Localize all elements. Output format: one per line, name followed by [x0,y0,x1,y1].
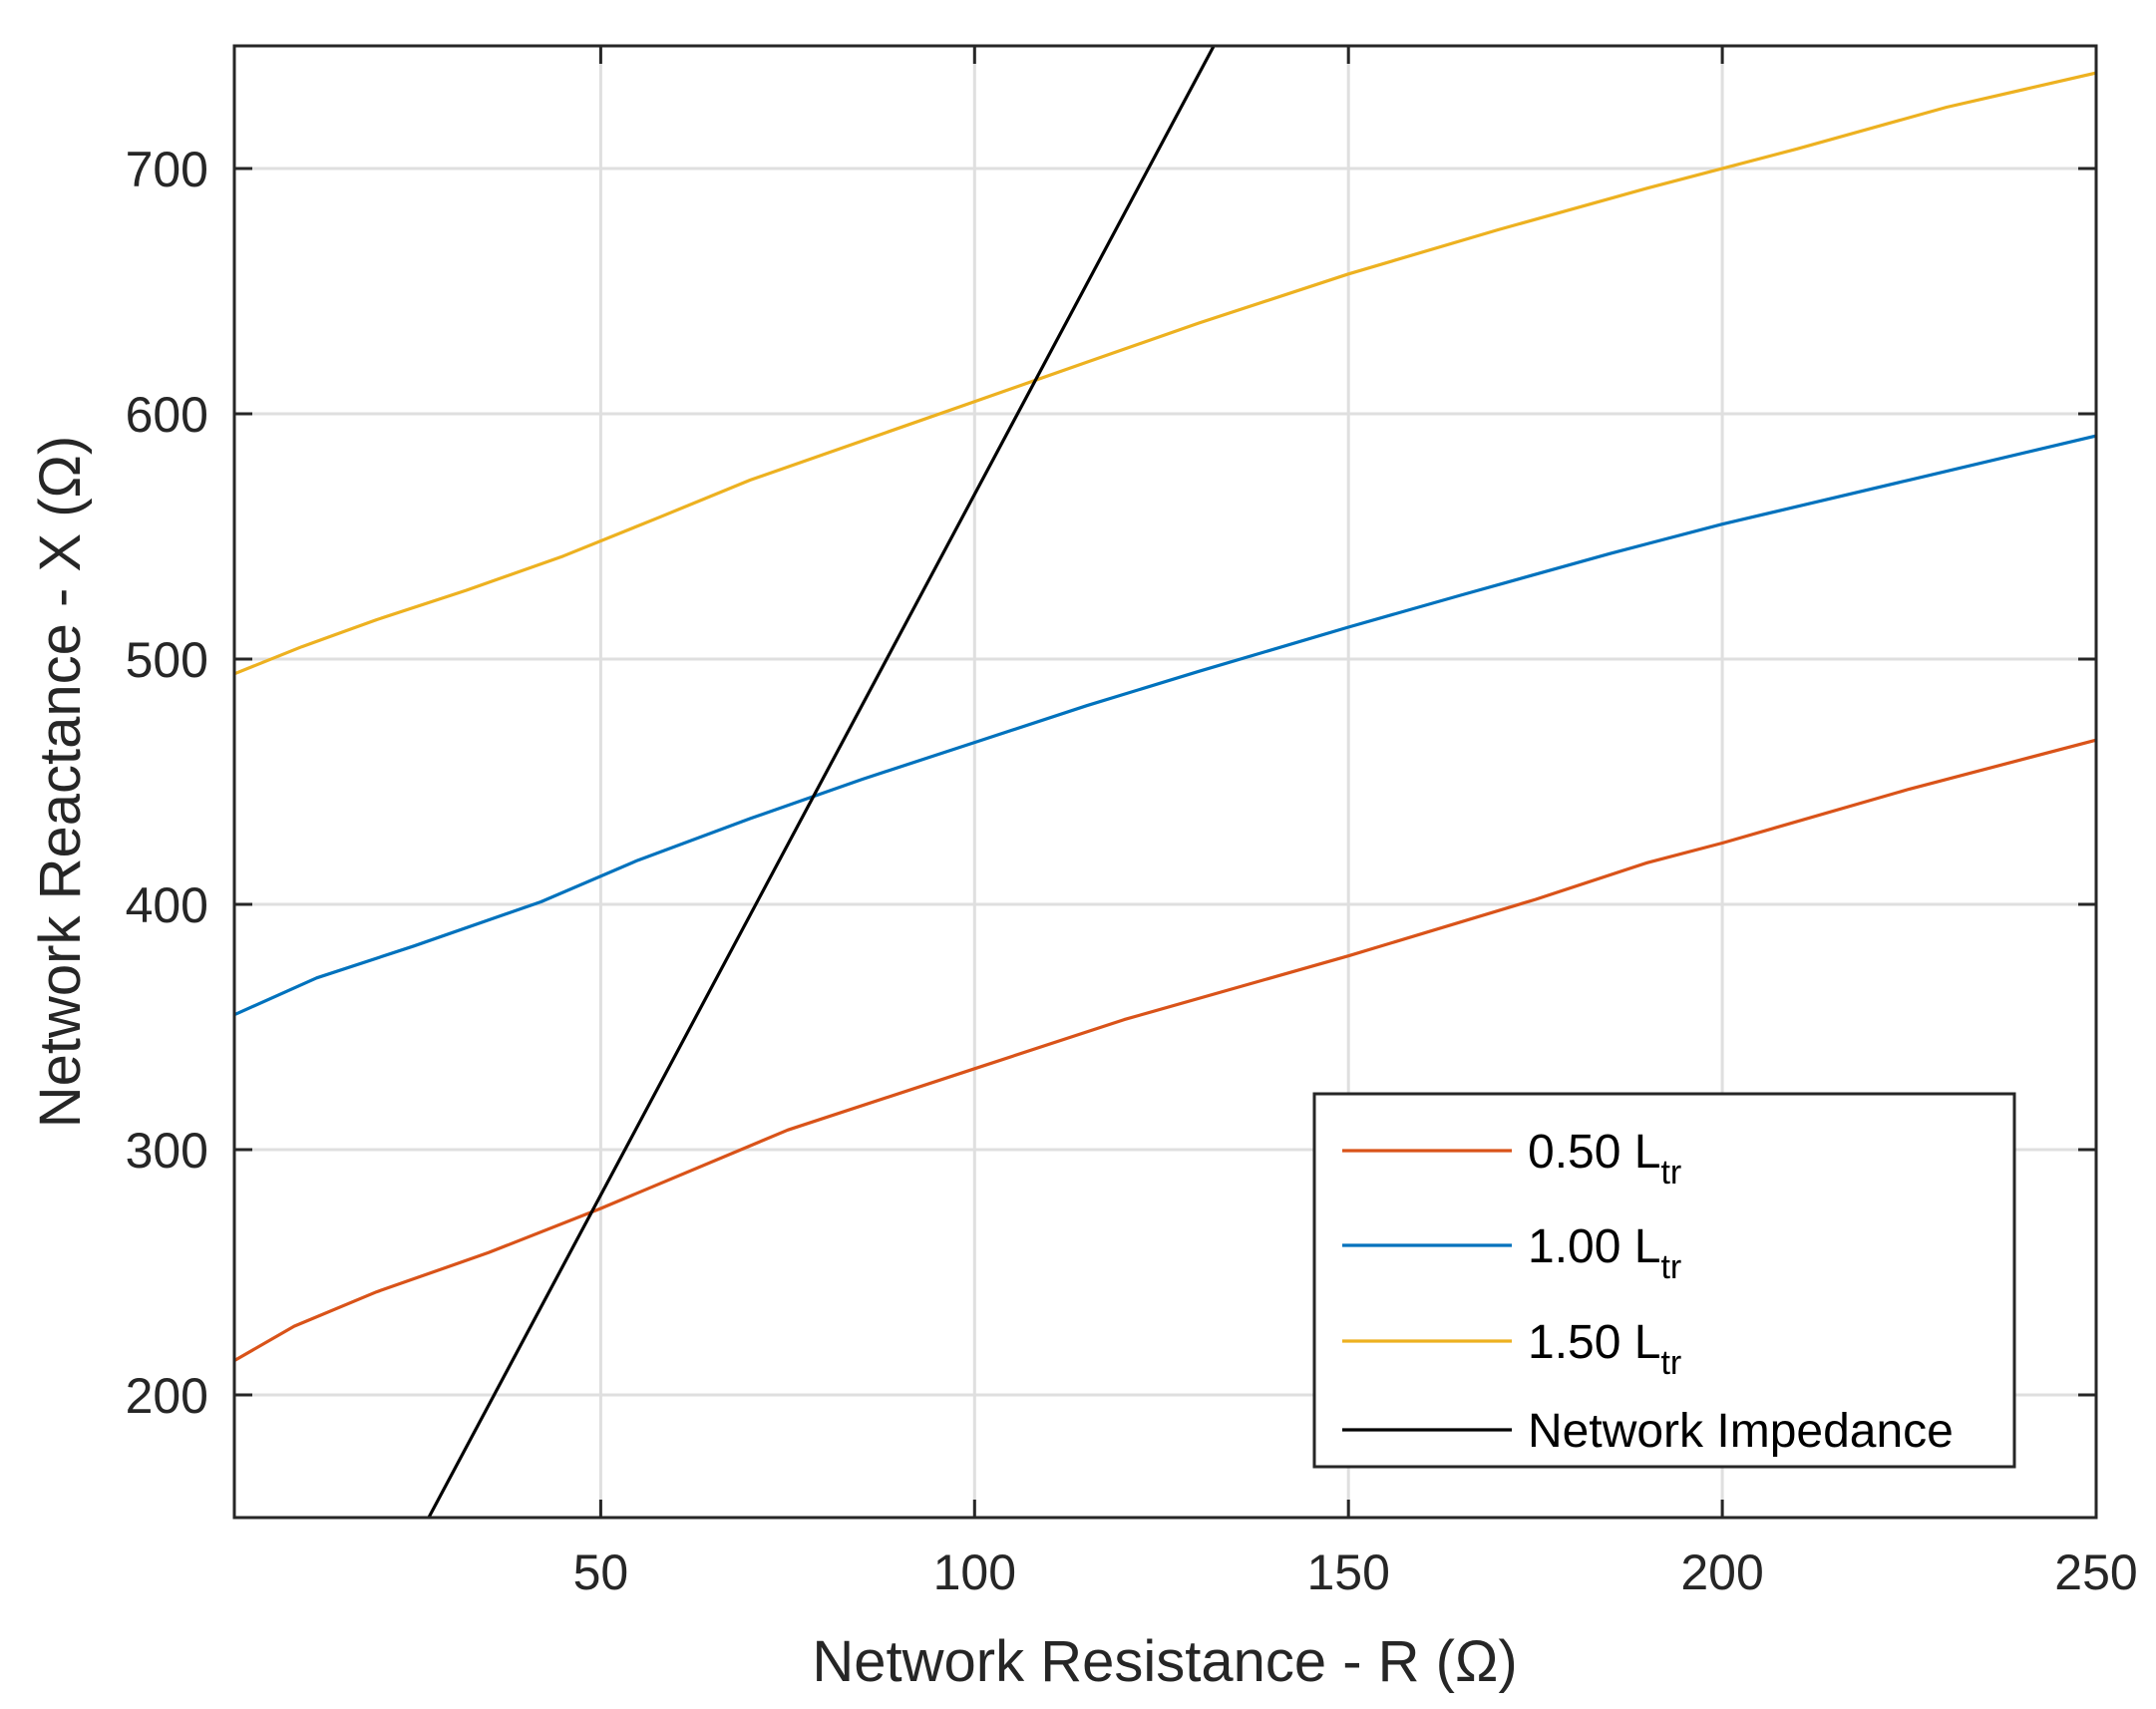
y-tick-label: 700 [126,142,208,197]
y-tick-label: 400 [126,877,208,933]
legend-label-main: 1.50 L [1528,1316,1660,1369]
x-axis-title: Network Resistance - R (Ω) [812,1629,1517,1694]
legend-label-1: 1.00 Ltr [1528,1220,1681,1286]
x-tick-label: 150 [1306,1544,1389,1600]
series-lines [234,46,2096,1518]
legend-label-subscript: tr [1660,1248,1681,1286]
legend-label-main: 0.50 L [1528,1126,1660,1179]
series-line-0 [234,738,2096,1362]
legend-label-subscript: tr [1660,1154,1681,1192]
legend-label-subscript: tr [1660,1344,1681,1382]
plot-area-frame [232,44,2098,1520]
legend-label-3: Network Impedance [1528,1405,1954,1458]
grid [234,46,2098,1518]
y-axis-title: Network Reactance - X (Ω) [28,436,93,1128]
x-tick-label: 100 [933,1544,1016,1600]
series-line-3 [427,46,1216,1518]
y-tick-label: 200 [126,1368,208,1424]
series-line-2 [234,71,2096,676]
x-tick-label: 50 [573,1544,629,1600]
series-line-1 [234,434,2096,1017]
legend-label-0: 0.50 Ltr [1528,1126,1681,1192]
legend-label-main: 1.00 L [1528,1220,1660,1273]
legend-label-2: 1.50 Ltr [1528,1316,1681,1382]
legend-label-main: Network Impedance [1528,1405,1954,1458]
y-tick-label: 300 [126,1123,208,1179]
legend-box [1312,1092,2016,1469]
axis-ticks: 50 100 150 200 250 200 300 400 500 600 700 [126,46,2138,1600]
x-tick-label: 200 [1680,1544,1763,1600]
x-tick-label: 250 [2054,1544,2137,1600]
y-tick-label: 600 [126,387,208,443]
y-tick-label: 500 [126,632,208,688]
